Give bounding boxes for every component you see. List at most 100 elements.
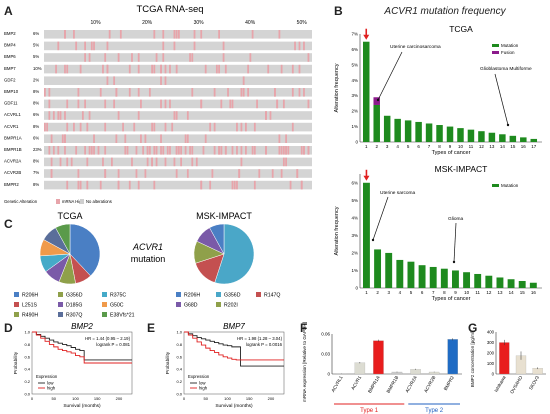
alteration-cell: [64, 30, 66, 39]
x-tick-label: 9: [449, 144, 452, 149]
chart-title: MSK-IMPACT: [435, 164, 488, 174]
km-legend-label: high: [47, 386, 56, 391]
alteration-cell: [213, 88, 216, 97]
annotation-arrow: [372, 196, 389, 241]
alteration-cell: [236, 146, 238, 155]
alteration-cell: [236, 122, 238, 132]
alteration-cell: [186, 169, 189, 178]
alteration-cell: [285, 134, 287, 143]
y-tick-label: 6%: [351, 47, 358, 52]
km-y-tick: 0.2: [24, 379, 30, 384]
alteration-cell: [81, 111, 84, 120]
pie-legend-swatch: [176, 302, 181, 307]
x-tick-label: 10: [464, 290, 470, 295]
pie-legend-swatch: [102, 302, 107, 307]
g-y-label: BMP2 concentration [pg/ml]: [470, 331, 475, 387]
alteration-cell: [271, 169, 274, 178]
gene-track-background: [44, 169, 312, 178]
f-bar: [354, 362, 366, 375]
alteration-cell: [57, 111, 60, 120]
g-y-tick: 300: [487, 340, 495, 345]
alteration-cell: [282, 99, 285, 109]
alteration-cell: [77, 99, 80, 109]
gene-label: ACVR1: [4, 124, 19, 129]
alteration-cell: [291, 88, 294, 97]
km-x-tick: 200: [268, 396, 275, 401]
gene-percent: 6%: [33, 31, 39, 36]
oncoprint-title: TCGA RNA-seq: [136, 4, 203, 15]
bar-mutation: [404, 120, 412, 142]
y-tick-label: 3%: [351, 93, 358, 98]
alteration-cell: [211, 169, 214, 178]
acvr1-label: ACVR1: [132, 242, 163, 252]
pie-legend-label: R206H: [184, 293, 200, 299]
alteration-cell: [249, 53, 252, 62]
alteration-cell: [90, 41, 93, 51]
alteration-cell: [269, 111, 272, 120]
alteration-cell: [93, 146, 95, 155]
pie-slice: [214, 223, 255, 285]
alteration-cell: [258, 169, 261, 178]
annotation-arrow-tip: [376, 98, 380, 102]
alteration-cell: [253, 146, 256, 155]
oncoprint-rows: BMP2 6% BMP4 5% BMP6 5% BMP7 10% GDF2 2% BMP10 8% GD…: [4, 30, 312, 190]
alteration-cell: [162, 146, 165, 155]
bar-mutation: [518, 280, 526, 288]
alteration-cell: [160, 99, 162, 109]
bar-mutation: [496, 277, 504, 288]
alteration-cell: [99, 88, 102, 97]
bar-mutation: [509, 135, 517, 142]
alteration-cell: [162, 30, 165, 39]
alteration-cell: [153, 64, 156, 74]
alteration-cell: [106, 64, 109, 74]
alteration-cell: [213, 122, 216, 132]
bar-mutation: [457, 128, 464, 142]
x-tick-label: 16: [521, 144, 527, 149]
alteration-cell: [117, 180, 120, 190]
legend-label: Mutation: [501, 43, 519, 48]
alteration-cell: [75, 41, 78, 51]
alteration-cell: [227, 88, 229, 97]
alteration-cell: [77, 169, 80, 178]
alteration-cell: [128, 180, 131, 190]
alteration-cell: [144, 169, 147, 178]
alteration-cell: [48, 146, 51, 155]
x-axis-label: Types of cancer: [432, 296, 471, 302]
gene-percent: 8%: [33, 182, 39, 187]
gene-percent: 2%: [33, 77, 39, 82]
bar-mutation: [363, 41, 370, 142]
alteration-cell: [88, 111, 91, 120]
gene-label: ACVR2A: [4, 159, 21, 164]
alteration-cell: [79, 180, 82, 190]
gene-track-background: [44, 180, 312, 190]
percent-tick-label: 30%: [194, 20, 205, 26]
x-tick-label: 1: [365, 144, 368, 149]
bar-mutation: [446, 126, 454, 142]
alteration-cell: [66, 122, 69, 132]
x-axis-label: Types of cancer: [432, 150, 471, 156]
x-tick-label: 1: [365, 290, 368, 295]
legend-label: Fusion: [501, 50, 515, 55]
alteration-cell: [61, 134, 64, 143]
x-tick-label: 11: [475, 290, 480, 295]
alteration-cell: [135, 169, 138, 178]
alteration-cell: [240, 88, 243, 97]
alteration-cell: [303, 88, 305, 97]
alteration-cell: [280, 64, 283, 74]
legend-label-mrna-high: mRNA High: [62, 199, 85, 204]
bar-mutation: [418, 265, 426, 288]
alteration-cell: [251, 146, 254, 155]
pie-slice: [209, 223, 225, 255]
alteration-cell: [298, 64, 301, 74]
y-tick-label: 4%: [351, 215, 358, 220]
alteration-cell: [104, 99, 107, 109]
g-y-tick: 0: [492, 372, 495, 377]
alteration-cell: [200, 30, 203, 39]
alteration-cell: [274, 88, 276, 97]
km-y-tick: 0.8: [24, 342, 30, 347]
km-legend-title: Expression: [188, 374, 210, 379]
alteration-cell: [173, 111, 176, 120]
pie-legend-swatch: [14, 312, 19, 317]
pie-slice: [69, 223, 101, 277]
legend-swatch-no-alterations: [80, 199, 84, 204]
